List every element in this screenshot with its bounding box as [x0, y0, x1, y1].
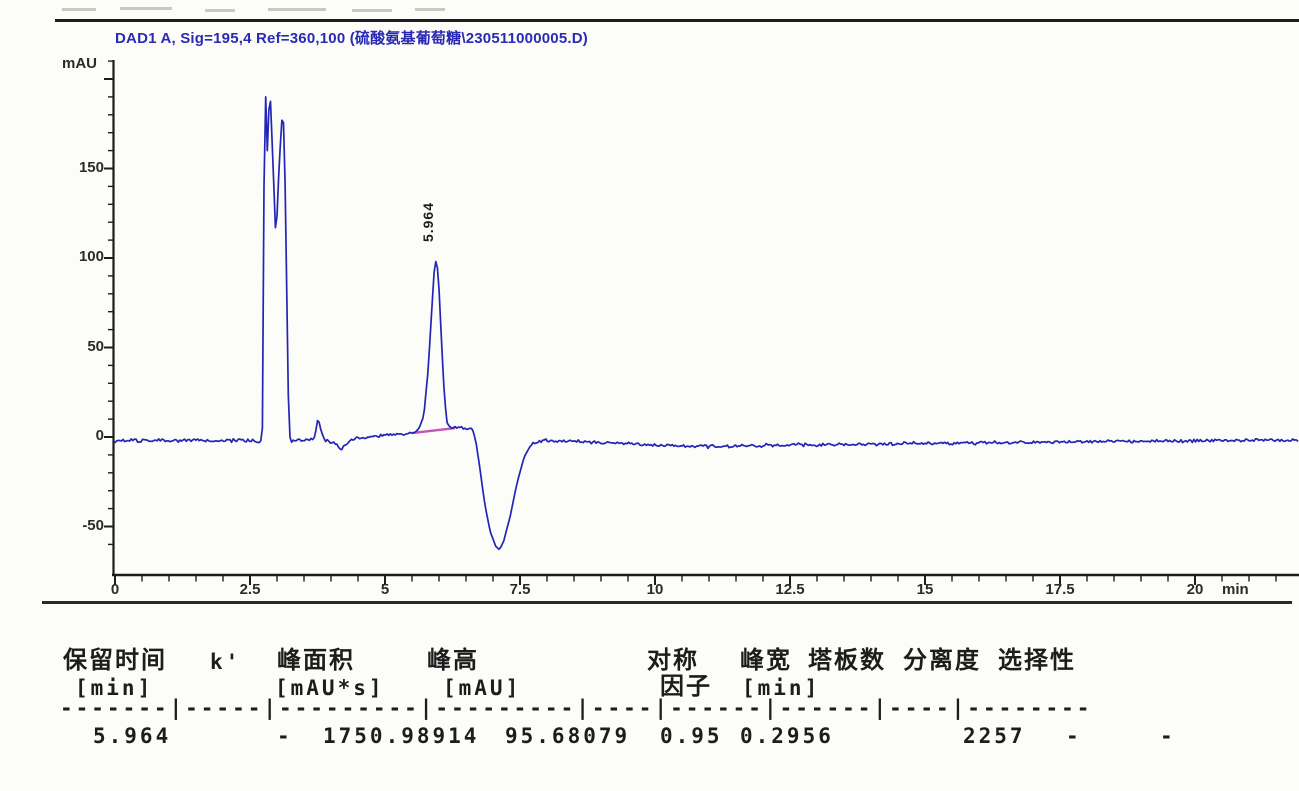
x-axis-unit-label: min — [1222, 581, 1249, 598]
top-artifact-dash — [268, 8, 326, 11]
top-artifact-dash — [62, 8, 96, 11]
table-header-symmetry: 对称 — [647, 646, 699, 674]
table-unit-peak-height: [mAU] — [443, 676, 522, 700]
top-artifact-dash — [120, 7, 172, 10]
y-axis-tick-label: 150 — [78, 158, 104, 176]
table-header-symmetry-line2: 因子 — [660, 672, 712, 700]
y-axis-tick-label: 0 — [95, 427, 104, 444]
top-artifact-dash — [415, 8, 445, 11]
y-axis-tick-label: 50 — [87, 337, 104, 355]
table-unit-peak-width: [min] — [742, 676, 821, 700]
top-artifact-dash — [205, 9, 235, 12]
table-value-symmetry: 0.95 — [660, 724, 723, 748]
table-header-peak-area: 峰面积 — [277, 646, 355, 674]
top-rule — [55, 19, 1299, 22]
table-value-k-prime: - — [277, 724, 293, 748]
table-value-peak-height: 95.68079 — [505, 724, 631, 748]
table-value-selectivity: - — [1160, 724, 1176, 748]
table-header-retention-time: 保留时间 — [63, 646, 167, 674]
x-axis-tick-label: 17.5 — [1045, 581, 1075, 598]
table-header-resolution: 分离度 — [903, 646, 981, 674]
table-header-selectivity: 选择性 — [998, 646, 1076, 674]
x-axis-tick-label: 15 — [916, 581, 934, 598]
y-axis-unit-label: mAU — [62, 55, 98, 72]
x-axis-tick-label: 2.5 — [239, 581, 261, 598]
table-header-peak-width: 峰宽 — [740, 646, 792, 674]
section-divider-rule — [42, 601, 1292, 604]
table-value-plate-count: 2257 — [963, 724, 1026, 748]
x-axis-tick-label: 5 — [380, 581, 390, 598]
table-value-resolution: - — [1066, 724, 1082, 748]
top-artifact-dash — [352, 9, 392, 12]
x-axis-tick-label: 7.5 — [509, 581, 531, 598]
x-axis-tick-label: 0 — [110, 581, 120, 598]
table-unit-peak-area: [mAU*s] — [275, 676, 385, 700]
x-axis-tick-label: 20 — [1186, 581, 1204, 598]
chart-title: DAD1 A, Sig=195,4 Ref=360,100 (硫酸氨基葡萄糖\2… — [115, 30, 588, 47]
table-value-retention-time: 5.964 — [93, 724, 172, 748]
table-value-peak-width: 0.2956 — [740, 724, 834, 748]
table-header-peak-height: 峰高 — [427, 646, 479, 674]
table-value-peak-area: 1750.98914 — [323, 724, 480, 748]
x-axis-tick-label: 12.5 — [775, 581, 805, 598]
y-axis-tick-label: -50 — [82, 516, 104, 534]
x-axis-tick-label: 10 — [646, 581, 664, 598]
chromatogram-trace — [114, 96, 1299, 551]
table-header-plate-count: 塔板数 — [808, 646, 886, 674]
integration-baseline — [411, 426, 456, 435]
y-axis-tick-label: 100 — [78, 248, 104, 265]
table-header-k-prime: k' — [210, 650, 242, 674]
table-separator: -------|-----|---------|---------|----|-… — [60, 696, 1093, 720]
table-unit-retention-time: [min] — [75, 676, 154, 700]
peak-retention-label: 5.964 — [420, 202, 436, 243]
